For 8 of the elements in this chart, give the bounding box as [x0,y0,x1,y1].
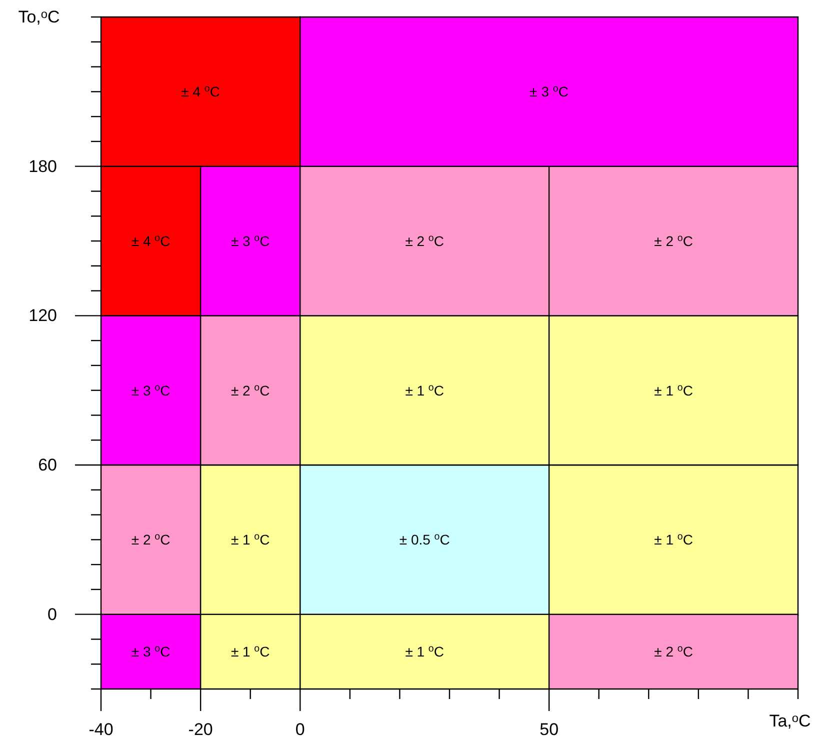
x-tick-label: -20 [188,720,213,739]
y-tick-label: 0 [48,604,57,624]
x-tick-label: 0 [295,720,305,739]
y-tick-label: 60 [38,456,57,474]
y-tick-label: 180 [28,156,57,176]
x-tick-label: -40 [88,720,114,739]
y-tick-label: 120 [28,306,57,326]
x-tick-label: 50 [540,720,559,739]
